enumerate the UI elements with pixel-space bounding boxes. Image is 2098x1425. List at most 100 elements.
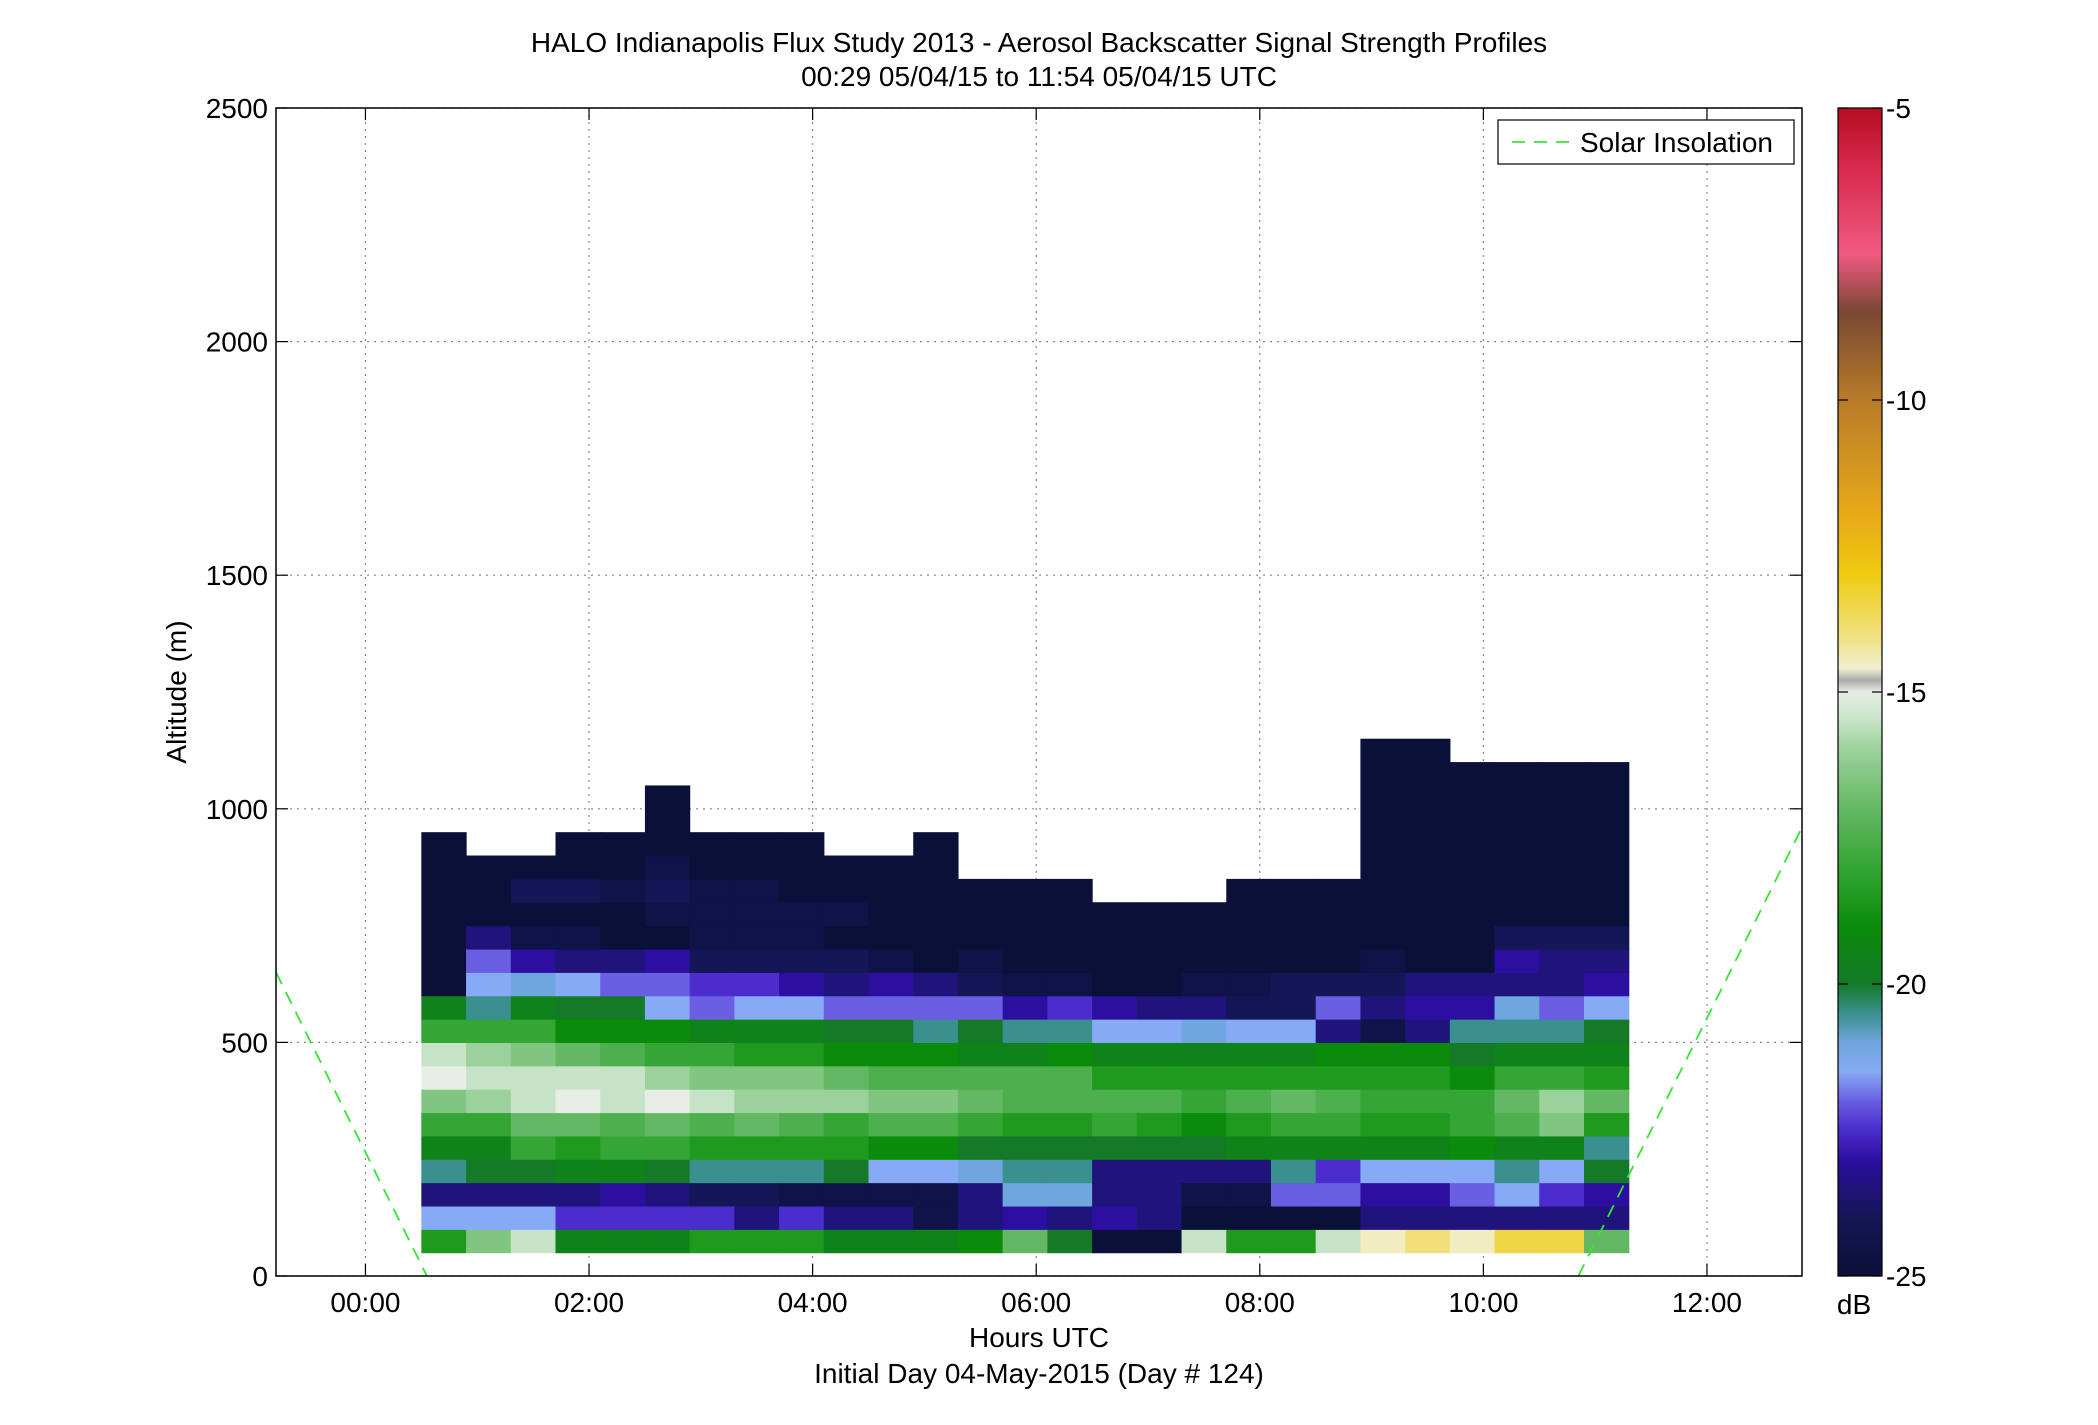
heatmap-cell (1494, 878, 1540, 903)
heatmap-cell (1136, 1182, 1183, 1207)
heatmap-cell (1047, 1019, 1093, 1043)
y-tick-label: 1500 (206, 560, 268, 591)
heatmap-cell (823, 878, 870, 903)
heatmap-cell (1315, 878, 1362, 903)
colorbar-tick-label: -15 (1886, 677, 1926, 708)
heatmap-cell (868, 1112, 914, 1137)
heatmap-cell (466, 902, 512, 927)
heatmap-cell (1494, 1182, 1540, 1207)
heatmap-cell (1494, 902, 1540, 927)
heatmap-cell (1047, 1042, 1093, 1067)
heatmap-cell (913, 1229, 959, 1254)
heatmap-cell (1405, 1159, 1451, 1184)
heatmap-cell (1181, 1229, 1227, 1254)
heatmap-cell (421, 902, 467, 927)
heatmap-cell (644, 785, 691, 810)
heatmap-cell (1539, 855, 1585, 880)
heatmap-cell (1315, 1205, 1362, 1230)
heatmap-cell (1226, 1112, 1272, 1137)
heatmap-cell (957, 1229, 1004, 1254)
heatmap-cell (1539, 1065, 1585, 1090)
heatmap-cell (734, 1182, 780, 1207)
heatmap-cell (823, 1205, 870, 1230)
heatmap-cell (1047, 1229, 1093, 1254)
heatmap-cell (644, 1112, 691, 1137)
heatmap-cell (1047, 1089, 1093, 1114)
heatmap-cell (868, 1135, 914, 1160)
heatmap-cell (510, 1205, 557, 1230)
heatmap-cell (1449, 1112, 1496, 1137)
colorbar-unit-label: dB (1837, 1289, 1871, 1320)
heatmap-cell (1181, 925, 1227, 950)
heatmap-cell (1494, 1042, 1540, 1067)
heatmap-cell (555, 902, 601, 927)
heatmap-cell (1449, 1135, 1496, 1160)
heatmap-cell (1539, 878, 1585, 903)
heatmap-cell (1002, 1229, 1048, 1254)
heatmap-cell (1360, 855, 1406, 880)
heatmap-cell (1539, 808, 1585, 833)
heatmap-cell (1494, 785, 1540, 810)
heatmap-cell (823, 925, 870, 950)
heatmap-cell (1360, 878, 1406, 903)
heatmap-cell (868, 1042, 914, 1067)
heatmap-cell (600, 1205, 646, 1230)
heatmap-cell (1405, 855, 1451, 880)
heatmap-cell (1449, 855, 1496, 880)
heatmap-cell (1270, 1135, 1317, 1160)
heatmap-cell (510, 948, 557, 973)
heatmap-cell (868, 1019, 914, 1043)
heatmap-cell (1449, 1089, 1496, 1114)
heatmap-cell (1405, 995, 1451, 1020)
heatmap-cell (1360, 1159, 1406, 1184)
heatmap-cell (421, 995, 467, 1020)
heatmap-cell (1584, 1089, 1630, 1114)
x-tick-label: 10:00 (1448, 1287, 1518, 1318)
heatmap-cell (510, 972, 557, 997)
heatmap-cell (421, 878, 467, 903)
heatmap-cell (1360, 762, 1406, 787)
heatmap-cell (1226, 1159, 1272, 1184)
heatmap-cell (1002, 902, 1048, 927)
heatmap-cell (868, 1159, 914, 1184)
heatmap-cell (957, 925, 1004, 950)
heatmap-cell (1181, 948, 1227, 973)
heatmap-cell (1092, 1229, 1138, 1254)
heatmap-cell (957, 1065, 1004, 1090)
heatmap-cell (734, 878, 780, 903)
heatmap-cell (689, 1042, 735, 1067)
heatmap-cell (1315, 1089, 1362, 1114)
heatmap-cell (555, 1019, 601, 1043)
heatmap-cell (1002, 1019, 1048, 1043)
heatmap-cell (1584, 1229, 1630, 1254)
heatmap-cell (1092, 995, 1138, 1020)
heatmap-cell (1494, 1229, 1540, 1254)
heatmap-cell (1405, 808, 1451, 833)
heatmap-cell (1360, 995, 1406, 1020)
heatmap-cell (466, 995, 512, 1020)
heatmap-cell (1494, 925, 1540, 950)
heatmap-cell (1539, 1112, 1585, 1137)
heatmap-cell (1092, 972, 1138, 997)
heatmap-cell (1181, 1182, 1227, 1207)
heatmap-cell (600, 1182, 646, 1207)
heatmap-cell (466, 1182, 512, 1207)
heatmap-cell (734, 1089, 780, 1114)
heatmap-cell (1539, 1159, 1585, 1184)
heatmap-cell (1360, 1229, 1406, 1254)
y-tick-label: 2000 (206, 327, 268, 358)
heatmap-cell (823, 1089, 870, 1114)
heatmap-cell (1270, 1065, 1317, 1090)
heatmap-cell (779, 902, 825, 927)
heatmap-cell (1405, 1089, 1451, 1114)
heatmap-cell (823, 1019, 870, 1043)
heatmap-cell (779, 1089, 825, 1114)
heatmap-cell (1494, 832, 1540, 857)
heatmap-cell (779, 1205, 825, 1230)
heatmap-cell (600, 832, 646, 857)
heatmap-cell (1092, 1205, 1138, 1230)
heatmap-cell (1136, 1205, 1183, 1230)
heatmap-cell (779, 1182, 825, 1207)
heatmap-cell (1584, 808, 1630, 833)
heatmap-cell (555, 1089, 601, 1114)
